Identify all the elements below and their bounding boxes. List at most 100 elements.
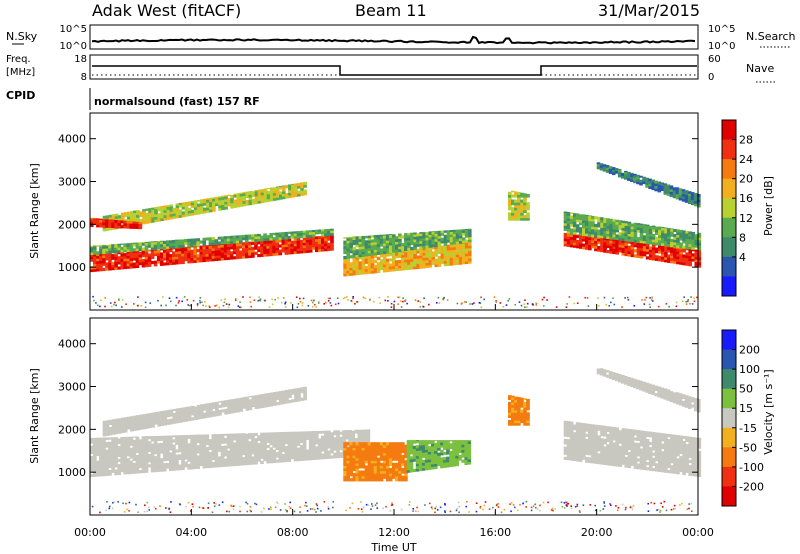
heatmap-cell — [630, 253, 635, 258]
heatmap-cell — [468, 234, 472, 238]
heatmap-cell — [130, 213, 134, 217]
heatmap-cell — [693, 198, 698, 202]
heatmap-cell — [135, 250, 140, 253]
heatmap-cell — [343, 457, 347, 461]
heatmap-cell — [117, 418, 122, 421]
heatmap-cell — [120, 461, 124, 465]
heatmap-cell — [257, 233, 261, 237]
heatmap-cell — [379, 261, 384, 265]
heatmap-cell — [600, 243, 604, 248]
heatmap-cell — [220, 456, 225, 460]
heatmap-cell — [279, 396, 283, 400]
heatmap-cell — [211, 454, 216, 458]
heatmap-cell — [648, 249, 653, 253]
heatmap-cell — [190, 450, 194, 454]
scatter-speck — [499, 302, 502, 304]
heatmap-cell — [440, 260, 445, 264]
heatmap-cell — [212, 206, 216, 210]
heatmap-cell — [223, 445, 228, 449]
nsearch-label: N.Search — [746, 30, 796, 43]
heatmap-cell — [297, 182, 301, 184]
heatmap-cell — [434, 453, 438, 457]
heatmap-cell — [418, 465, 423, 469]
scatter-speck — [227, 306, 230, 309]
heatmap-cell — [132, 457, 137, 461]
heatmap-cell — [458, 240, 463, 244]
heatmap-cell — [117, 422, 122, 426]
heatmap-cell — [673, 244, 677, 248]
heatmap-cell — [676, 261, 680, 265]
heatmap-cell — [468, 260, 472, 264]
heatmap-cell — [111, 449, 115, 453]
heatmap-cell — [523, 419, 527, 424]
freq-tick-top: 18 — [74, 54, 87, 65]
heatmap-cell — [421, 459, 426, 463]
heatmap-cell — [159, 458, 164, 462]
heatmap-cell — [105, 472, 109, 476]
heatmap-cell — [242, 449, 246, 453]
heatmap-cell — [187, 434, 191, 437]
heatmap-cell — [370, 465, 375, 469]
heatmap-cell — [609, 247, 613, 252]
heatmap-cell — [355, 444, 360, 448]
heatmap-cell — [187, 443, 191, 447]
scatter-speck — [414, 299, 417, 301]
heatmap-cell — [221, 401, 225, 405]
heatmap-cell — [676, 244, 680, 248]
heatmap-cell — [126, 445, 131, 449]
heatmap-cell — [311, 444, 316, 448]
heatmap-cell — [163, 212, 168, 216]
heatmap-cell — [684, 197, 689, 201]
heatmap-cell — [523, 407, 527, 411]
heatmap-cell — [120, 225, 124, 229]
heatmap-cell — [257, 200, 262, 204]
heatmap-cell — [136, 424, 140, 428]
heatmap-cell — [406, 451, 411, 455]
heatmap-cell — [464, 255, 469, 259]
heatmap-cell — [379, 478, 384, 482]
heatmap-cell — [318, 236, 322, 239]
heatmap-cell — [223, 437, 228, 442]
heatmap-cell — [129, 465, 134, 469]
heatmap-cell — [120, 263, 124, 267]
heatmap-cell — [257, 450, 261, 454]
heatmap-cell — [361, 240, 366, 244]
heatmap-cell — [105, 267, 109, 271]
heatmap-cell — [382, 470, 387, 474]
heatmap-cell — [624, 235, 629, 239]
heatmap-cell — [144, 436, 149, 437]
heatmap-cell — [120, 463, 124, 467]
heatmap-cell — [187, 250, 191, 254]
heatmap-cell — [315, 238, 319, 242]
heatmap-cell — [398, 238, 402, 242]
heatmap-cell — [245, 407, 250, 411]
heatmap-cell — [308, 230, 313, 233]
heatmap-cell — [404, 455, 408, 459]
scatter-speck — [393, 300, 396, 303]
heatmap-cell — [281, 448, 286, 453]
heatmap-cell — [324, 437, 328, 442]
heatmap-cell — [636, 254, 641, 258]
heatmap-cell — [123, 426, 128, 430]
heatmap-cell — [401, 245, 405, 249]
heatmap-cell — [257, 437, 261, 442]
heatmap-cell — [661, 229, 665, 234]
heatmap-cell — [129, 447, 134, 451]
heatmap-cell — [151, 416, 155, 420]
heatmap-cell — [413, 253, 417, 257]
heatmap-cell — [212, 203, 216, 207]
heatmap-cell — [133, 422, 137, 426]
heatmap-cell — [220, 244, 225, 248]
heatmap-cell — [379, 467, 384, 472]
heatmap-cell — [682, 249, 686, 253]
heatmap-cell — [275, 247, 279, 251]
heatmap-cell — [461, 248, 466, 252]
heatmap-cell — [187, 212, 192, 217]
heatmap-cell — [205, 457, 210, 461]
heatmap-cell — [578, 235, 583, 239]
heatmap-cell — [464, 461, 468, 465]
heatmap-cell — [181, 413, 186, 418]
heatmap-cell — [266, 242, 270, 247]
heatmap-cell — [242, 433, 246, 438]
heatmap-cell — [324, 455, 328, 460]
